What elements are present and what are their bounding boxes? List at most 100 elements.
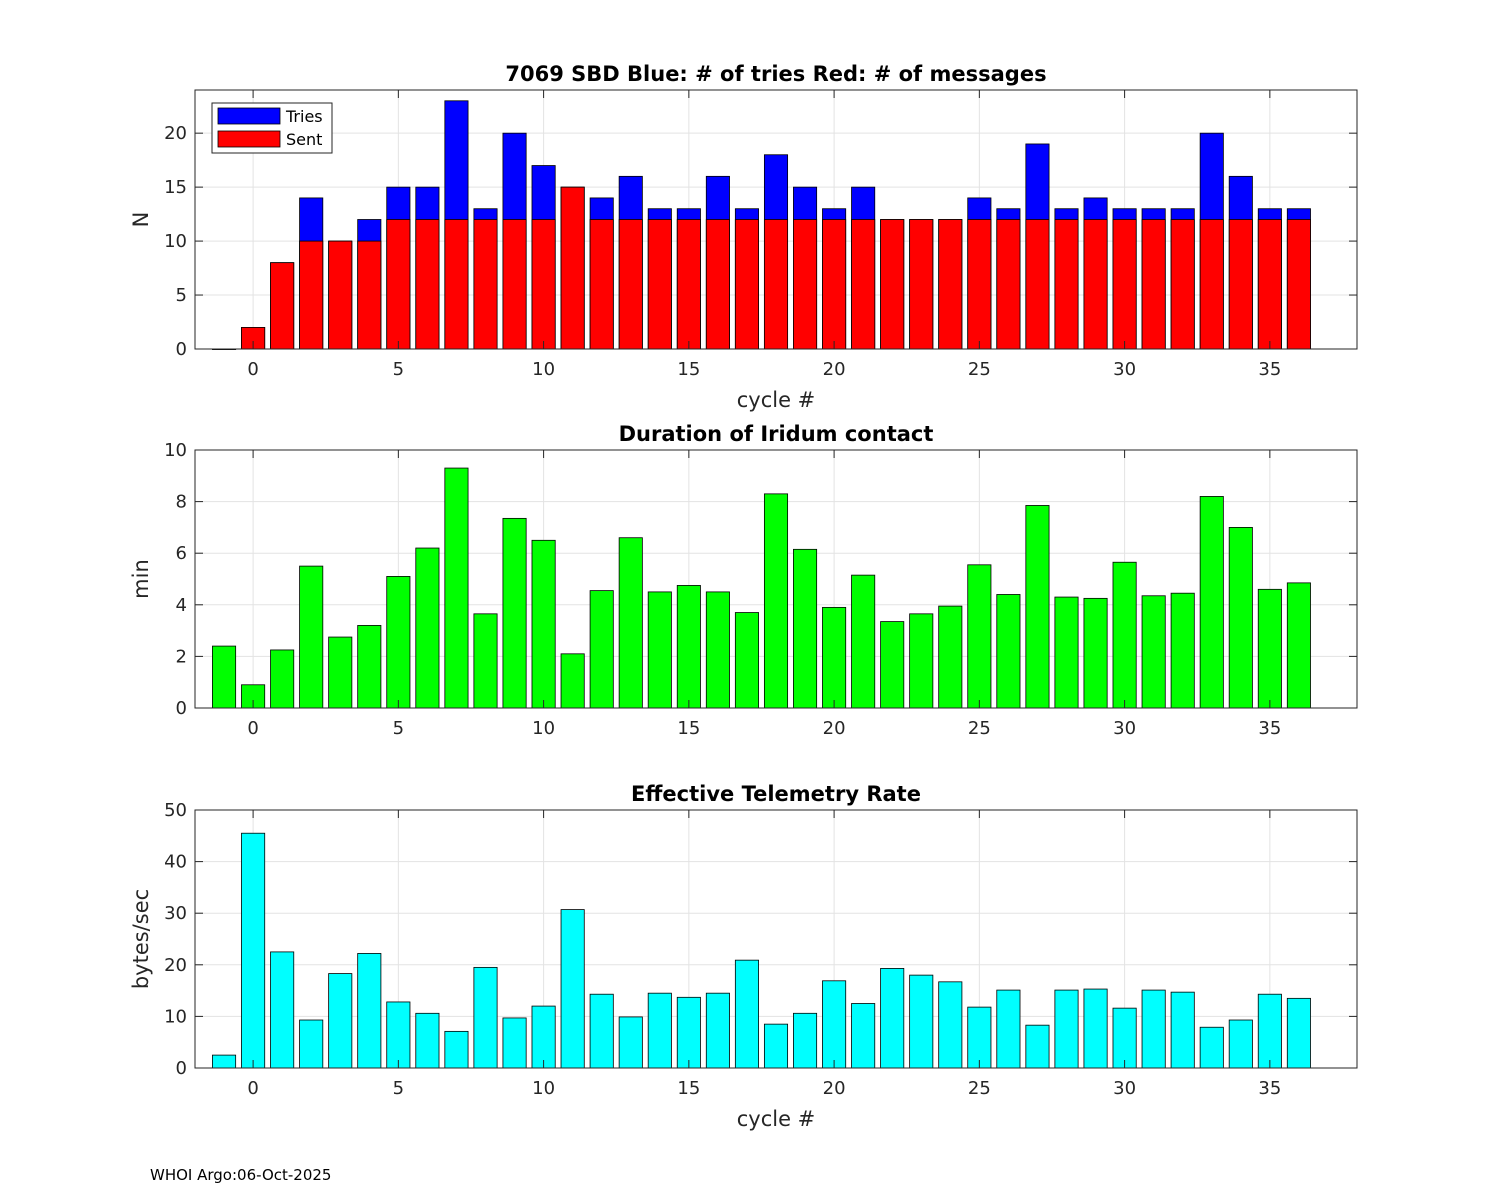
bar-rate-cycle-17: [734, 959, 759, 1069]
bar-rate-cycle-33: [1199, 1026, 1224, 1069]
axes-box: [194, 89, 1358, 350]
bar-duration-cycle-27: [1025, 505, 1050, 709]
bar-sent-cycle-28: [1054, 219, 1079, 350]
x-tick-label: 20: [823, 718, 846, 739]
bar-sent-cycle-16: [705, 219, 730, 350]
x-tick-label: 30: [1113, 1078, 1136, 1099]
bar-duration-cycle-4: [357, 625, 382, 709]
bar-rate-cycle-30: [1112, 1007, 1137, 1069]
y-tick-label: 2: [176, 646, 187, 667]
bar-sent-cycle-4: [357, 240, 382, 350]
bar-sent-cycle-12: [589, 219, 614, 350]
chart-title: 7069 SBD Blue: # of tries Red: # of mess…: [505, 62, 1046, 86]
y-tick-label: 20: [164, 123, 187, 144]
y-tick-label: 4: [176, 595, 187, 616]
bar-rate-cycle-32: [1170, 991, 1195, 1069]
bar-sent-cycle-3: [328, 240, 353, 350]
bar-duration-cycle-13: [618, 537, 643, 709]
bar-rate-cycle-25: [967, 1006, 992, 1069]
bar-rate-cycle-15: [676, 996, 701, 1069]
x-tick-label: 30: [1113, 718, 1136, 739]
axes-box: [194, 449, 1358, 709]
bar-duration-cycle-25: [967, 564, 992, 709]
bar-duration-cycle-1: [270, 649, 295, 709]
x-tick-label: 0: [247, 1078, 258, 1099]
x-tick-label: 15: [677, 359, 700, 380]
bar-duration-cycle-11: [560, 653, 585, 709]
bar-sent-cycle-27: [1025, 219, 1050, 350]
legend-label-sent: Sent: [286, 130, 322, 149]
bar-sent-cycle-13: [618, 219, 643, 350]
x-tick-label: 20: [823, 1078, 846, 1099]
bar-duration-cycle-34: [1228, 527, 1253, 709]
bar-duration-cycle-6: [415, 547, 440, 709]
bar-rate-cycle-2: [299, 1019, 324, 1069]
y-tick-label: 10: [164, 231, 187, 252]
bar-duration-cycle-10: [531, 539, 556, 709]
bar-sent-cycle-19: [793, 219, 818, 350]
chart-title: Effective Telemetry Rate: [631, 782, 921, 806]
bar-rate-cycle-31: [1141, 989, 1166, 1069]
bar-sent-cycle-26: [996, 219, 1021, 350]
bar-rate-cycle-21: [851, 1003, 876, 1069]
y-tick-label: 10: [164, 440, 187, 461]
bar-sent-cycle-21: [851, 219, 876, 350]
x-tick-label: 5: [393, 1078, 404, 1099]
y-tick-label: 0: [176, 698, 187, 719]
bar-sent-cycle-2: [299, 240, 324, 350]
bar-rate-cycle-1: [270, 951, 295, 1069]
bar-rate-cycle-9: [502, 1017, 527, 1069]
x-tick-label: 25: [968, 1078, 991, 1099]
bar-duration-cycle-21: [851, 574, 876, 709]
y-tick-label: 5: [176, 285, 187, 306]
bar-sent-cycle-14: [647, 219, 672, 350]
x-tick-label: 30: [1113, 359, 1136, 380]
y-axis-label: min: [129, 559, 153, 599]
bar-rate-cycle-6: [415, 1012, 440, 1069]
bar-duration-cycle-23: [909, 613, 934, 709]
legend: Tries Sent: [211, 102, 333, 154]
x-tick-label: 20: [823, 359, 846, 380]
x-tick-label: 5: [393, 718, 404, 739]
bar-sent-cycle-10: [531, 219, 556, 350]
bar-duration-cycle-26: [996, 594, 1021, 709]
y-axis-label: bytes/sec: [129, 889, 153, 989]
bar-rate-cycle-7: [444, 1030, 469, 1069]
bar-sent-cycle-9: [502, 219, 527, 350]
bar-duration-cycle-31: [1141, 595, 1166, 709]
legend-label-tries: Tries: [285, 107, 323, 126]
y-tick-label: 10: [164, 1006, 187, 1027]
bar-rate-cycle--1: [212, 1054, 237, 1069]
bar-rate-cycle-11: [560, 909, 585, 1069]
bar-sent-cycle-25: [967, 219, 992, 350]
legend-swatch-sent: [217, 130, 281, 148]
y-tick-label: 20: [164, 955, 187, 976]
bar-rate-cycle-16: [705, 992, 730, 1069]
bar-rate-cycle-20: [822, 980, 847, 1069]
bar-duration-cycle-8: [473, 613, 498, 709]
bar-sent-cycle-22: [880, 219, 905, 350]
bar-rate-cycle-19: [793, 1012, 818, 1069]
chart-panel-2: 0 5 10 15 20 25 30 35 0 2 4 6 8 10 Duration of Iridum …: [129, 422, 1358, 739]
y-tick-label: 6: [176, 543, 187, 564]
bar-rate-cycle-29: [1083, 988, 1108, 1069]
bar-rate-cycle-13: [618, 1016, 643, 1069]
bar-duration-cycle--1: [212, 645, 237, 709]
bar-duration-cycle-17: [734, 612, 759, 709]
bar-rate-cycle-12: [589, 993, 614, 1069]
bar-sent-cycle-24: [938, 219, 963, 350]
bar-rate-cycle-27: [1025, 1024, 1050, 1069]
x-tick-label: 35: [1258, 359, 1281, 380]
bar-duration-cycle-36: [1286, 582, 1311, 709]
bar-duration-cycle-35: [1257, 588, 1282, 709]
bar-duration-cycle-19: [793, 548, 818, 709]
bar-duration-cycle-30: [1112, 561, 1137, 709]
bar-rate-cycle-24: [938, 981, 963, 1069]
bar-sent-cycle-8: [473, 219, 498, 350]
x-tick-label: 15: [677, 718, 700, 739]
bar-rate-cycle-3: [328, 973, 353, 1069]
bar-sent-cycle-18: [763, 219, 789, 350]
bar-sent-cycle-36: [1286, 219, 1311, 350]
bar-sent-cycle-33: [1199, 219, 1224, 350]
